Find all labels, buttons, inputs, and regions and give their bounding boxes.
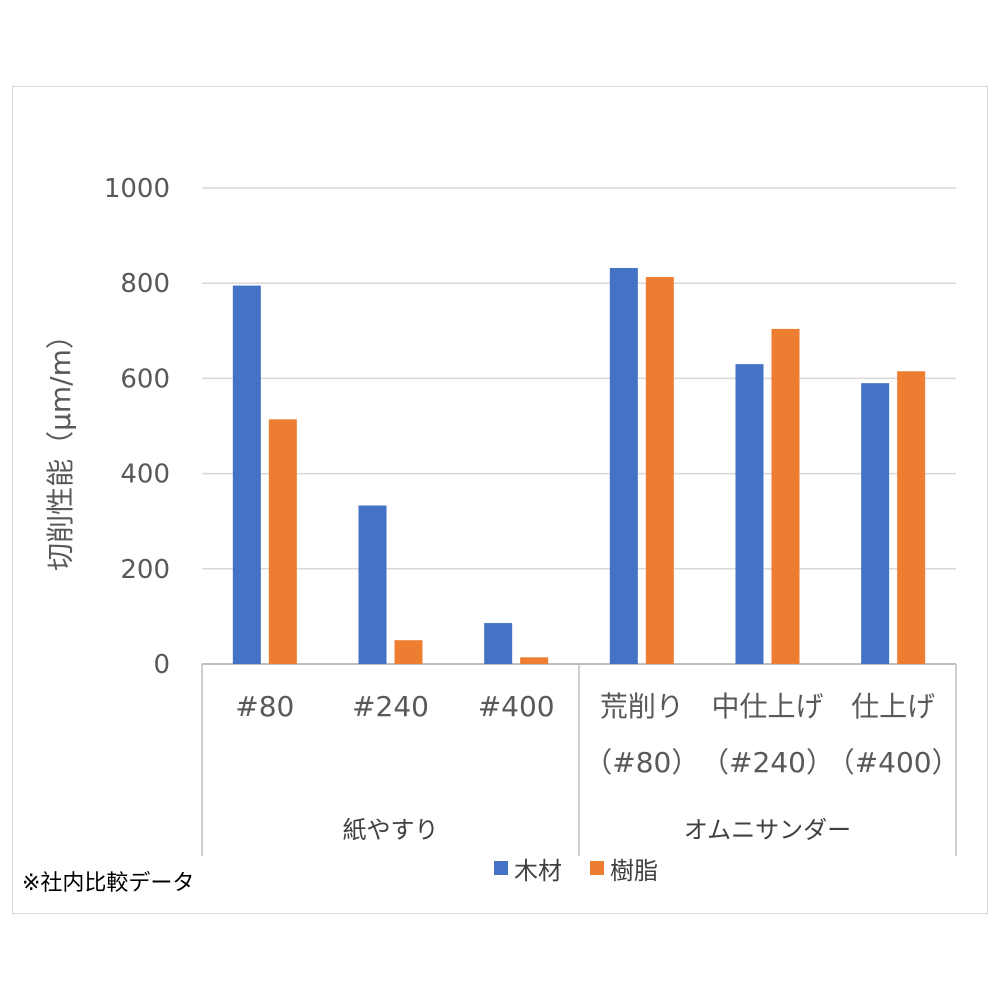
y-tick-label: 600: [120, 364, 170, 394]
bar-樹脂-0: [268, 419, 297, 664]
legend-label: 木材: [514, 857, 562, 885]
y-tick-label: 800: [120, 269, 170, 299]
legend-swatch-1: [590, 861, 604, 875]
legend-label: 樹脂: [610, 857, 658, 885]
bar-樹脂-5: [897, 371, 926, 664]
category-label: #240: [352, 690, 429, 723]
y-tick-label: 200: [120, 555, 170, 585]
y-tick-label: 0: [153, 650, 170, 680]
category-label: #400: [478, 690, 555, 723]
category-label: #80: [235, 690, 294, 723]
category-label: （#80）: [584, 746, 699, 779]
y-tick-label: 1000: [104, 174, 170, 204]
bar-木材-4: [735, 364, 764, 664]
bar-樹脂-3: [645, 277, 674, 664]
chart-frame: [12, 86, 988, 914]
bar-樹脂-2: [520, 657, 549, 664]
bar-樹脂-4: [771, 328, 800, 664]
footnote: ※社内比較データ: [22, 871, 194, 896]
bar-木材-1: [358, 505, 387, 664]
group-label: オムニサンダー: [684, 816, 851, 844]
y-tick-label: 400: [120, 460, 170, 490]
bar-樹脂-1: [394, 640, 423, 664]
bar-木材-2: [484, 623, 513, 664]
bar-木材-3: [609, 267, 638, 664]
bar-木材-5: [861, 383, 890, 664]
category-label: 仕上げ: [851, 690, 935, 723]
category-label: （#240）: [701, 746, 834, 779]
y-axis-label: 切削性能（μm/m）: [44, 321, 77, 571]
category-label: 荒削り: [600, 690, 684, 723]
category-label: 中仕上げ: [711, 690, 823, 723]
group-label: 紙やすり: [343, 816, 439, 844]
legend-swatch-0: [494, 861, 508, 875]
bar-木材-0: [232, 285, 261, 664]
category-label: （#400）: [827, 746, 960, 779]
